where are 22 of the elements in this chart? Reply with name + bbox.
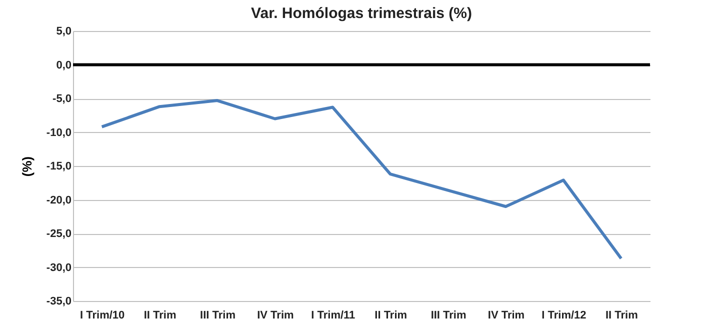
x-tick-label: II Trim <box>374 310 408 322</box>
y-tick-label: 5,0 <box>56 26 72 38</box>
y-tick-label: -35,0 <box>46 296 72 308</box>
y-axis-title: (%) <box>19 156 34 177</box>
y-tick-label: -5,0 <box>52 93 72 105</box>
x-tick-label: III Trim <box>430 310 466 322</box>
x-tick-label: II Trim <box>605 310 638 322</box>
chart-title: Var. Homólogas trimestrais (%) <box>251 5 472 22</box>
y-tick-label: -25,0 <box>46 228 72 240</box>
y-tick-label: -15,0 <box>46 160 72 172</box>
x-tick-label: II Trim <box>144 310 176 322</box>
x-tick-label: IV Trim <box>257 310 294 322</box>
x-tick-label: IV Trim <box>488 310 525 322</box>
y-tick-label: 0,0 <box>56 59 72 72</box>
x-tick-label: I Trim/11 <box>311 310 356 322</box>
x-tick-label: I Trim/12 <box>542 310 586 322</box>
line-series <box>100 99 623 260</box>
x-tick-label: I Trim/10 <box>80 310 125 322</box>
y-tick-label: -20,0 <box>46 194 72 206</box>
y-tick-label: -30,0 <box>46 262 72 274</box>
y-tick-label: -10,0 <box>46 126 72 139</box>
x-tick-label: III Trim <box>200 310 236 322</box>
